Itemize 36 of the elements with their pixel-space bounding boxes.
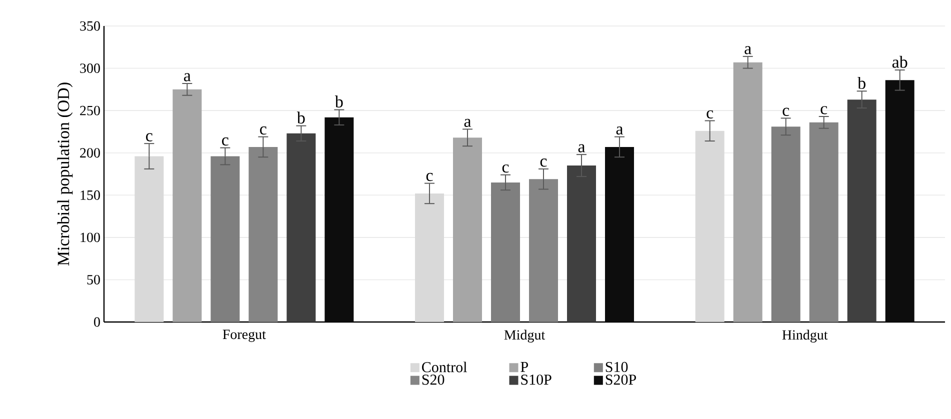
data-label: c (222, 137, 228, 146)
y-axis-title: Microbial population (OD) (57, 82, 73, 266)
legend-label: S20P (606, 374, 636, 385)
x-tick-label: Midgut (504, 330, 546, 342)
data-label: a (744, 46, 752, 54)
data-label: c (502, 164, 509, 173)
data-label: b (334, 96, 343, 108)
data-label: c (146, 133, 152, 142)
y-tick-label: 350 (80, 21, 100, 31)
data-label: a (578, 144, 586, 152)
y-tick-label: 0 (94, 317, 100, 327)
legend-label: P (520, 362, 528, 372)
x-tick-label: Hindgut (782, 330, 828, 342)
legend-label: S20 (422, 374, 444, 385)
data-label: a (464, 118, 472, 127)
data-label: c (426, 172, 433, 182)
y-tick-label: 50 (87, 274, 100, 284)
data-label: c (540, 158, 547, 167)
y-tick-label: 250 (80, 106, 100, 116)
data-label: c (260, 126, 266, 135)
legend-label: S10 (606, 362, 628, 372)
data-label: c (820, 106, 828, 114)
data-label: ab (892, 56, 908, 68)
y-tick-label: 150 (80, 190, 100, 200)
data-label: a (184, 73, 191, 82)
data-label: b (296, 112, 305, 124)
data-label: b (858, 76, 866, 89)
y-tick-label: 100 (80, 232, 100, 242)
data-label: c (782, 108, 790, 116)
y-tick-label: 200 (80, 148, 100, 158)
data-label: c (706, 110, 714, 119)
legend-label: Control (422, 362, 467, 372)
y-tick-label: 300 (80, 64, 100, 74)
data-label: a (616, 126, 624, 135)
legend-label: S10P (521, 374, 552, 385)
x-tick-label: Foregut (222, 330, 266, 342)
